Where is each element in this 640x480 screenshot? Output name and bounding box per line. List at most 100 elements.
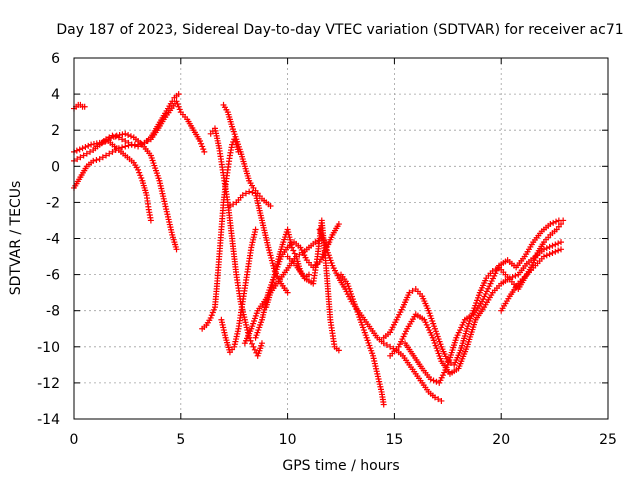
data-point	[246, 188, 253, 195]
plot-data	[71, 91, 567, 408]
plot-frame	[73, 57, 609, 420]
y-tick-label: 4	[51, 87, 60, 103]
data-point	[201, 148, 208, 155]
data-point	[438, 397, 445, 404]
data-point	[119, 144, 126, 151]
data-point	[269, 260, 276, 267]
y-tick-label: -14	[37, 412, 60, 428]
data-point	[249, 340, 255, 347]
data-point	[387, 343, 394, 350]
data-point	[242, 190, 249, 197]
data-point	[239, 192, 246, 199]
data-point	[430, 337, 437, 344]
data-point	[383, 341, 390, 348]
data-point	[198, 140, 205, 147]
data-point	[432, 342, 439, 349]
data-point	[258, 340, 265, 347]
data-point	[437, 355, 444, 362]
data-point	[429, 334, 436, 341]
data-point	[433, 378, 440, 385]
data-point	[268, 254, 275, 261]
series-arc5	[96, 130, 180, 253]
data-point	[122, 138, 129, 145]
data-point	[558, 221, 565, 228]
data-point	[73, 147, 80, 154]
data-point	[268, 257, 275, 264]
chart-title: Day 187 of 2023, Sidereal Day-to-day VTE…	[56, 22, 623, 38]
data-point	[550, 219, 557, 226]
data-point	[147, 217, 154, 224]
data-point	[266, 249, 273, 256]
data-point	[543, 245, 550, 252]
data-point	[80, 152, 87, 159]
y-tick-label: -2	[46, 195, 60, 211]
data-point	[87, 148, 94, 155]
data-point	[288, 244, 295, 251]
data-point	[433, 345, 440, 352]
series-arc4	[71, 91, 182, 164]
data-point	[506, 275, 513, 282]
data-point	[553, 218, 560, 225]
y-tick-label: -4	[46, 232, 60, 248]
y-tick-label: -10	[37, 340, 60, 356]
data-point	[552, 241, 559, 248]
data-point	[138, 175, 145, 182]
data-point	[82, 144, 89, 151]
data-point	[250, 343, 257, 350]
data-point	[136, 169, 143, 176]
data-point	[547, 221, 554, 228]
data-point	[90, 141, 97, 148]
data-point	[427, 376, 434, 383]
data-point	[110, 133, 117, 140]
data-point	[96, 156, 103, 163]
data-point	[125, 132, 132, 139]
data-point	[135, 166, 142, 173]
data-point	[125, 139, 132, 146]
data-point	[380, 401, 387, 408]
data-point	[267, 203, 274, 210]
data-point	[555, 240, 562, 247]
data-point	[207, 314, 214, 321]
x-ticks: 0 5 10 15 20 25	[70, 58, 617, 448]
data-point	[99, 154, 106, 161]
data-point	[135, 143, 142, 150]
y-tick-label: 2	[51, 123, 60, 139]
data-point	[85, 142, 92, 149]
data-point	[175, 91, 182, 98]
series-arc20	[498, 246, 565, 314]
data-point	[83, 150, 90, 157]
data-point	[208, 312, 215, 319]
series-arc6	[199, 136, 242, 332]
data-point	[436, 353, 443, 360]
x-axis-label: GPS time / hours	[282, 458, 399, 474]
data-point	[284, 289, 291, 296]
data-point	[131, 142, 138, 149]
x-tick-label: 25	[599, 432, 617, 448]
data-point	[290, 247, 297, 254]
data-point	[79, 145, 86, 152]
grid	[74, 58, 608, 419]
data-point	[552, 248, 559, 255]
y-tick-label: -6	[46, 268, 60, 284]
series-arc15	[316, 226, 445, 404]
data-point	[119, 131, 126, 138]
data-point	[434, 347, 441, 354]
data-point	[265, 244, 272, 251]
data-point	[199, 143, 206, 150]
x-tick-label: 10	[279, 432, 297, 448]
series-arc19	[402, 217, 567, 386]
x-tick-label: 15	[385, 432, 403, 448]
data-point	[169, 98, 176, 105]
data-point	[174, 101, 181, 108]
data-point	[546, 251, 553, 258]
data-point	[431, 394, 438, 401]
data-point	[435, 396, 442, 403]
data-point	[251, 346, 258, 353]
y-tick-label: -8	[46, 304, 60, 320]
data-point	[88, 141, 95, 148]
data-point	[549, 249, 556, 256]
series-arc18	[387, 239, 565, 377]
y-axis-label: SDTVAR / TECUs	[8, 181, 24, 296]
data-point	[540, 246, 547, 253]
series-arc10	[226, 188, 291, 296]
